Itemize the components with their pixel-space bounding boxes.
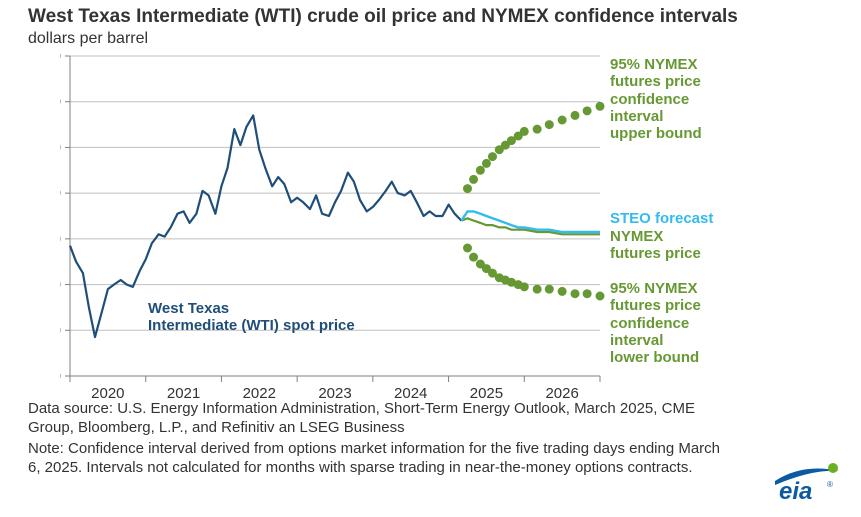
y-tick-label: 80	[60, 185, 61, 202]
series-ci-lower	[463, 244, 605, 301]
series-steo-forecast	[461, 211, 600, 232]
svg-text:®: ®	[827, 480, 833, 489]
y-tick-label: 120	[60, 94, 61, 111]
y-tick-label: 20	[60, 322, 61, 339]
y-tick-label: 40	[60, 277, 61, 294]
chart-title: West Texas Intermediate (WTI) crude oil …	[28, 6, 738, 28]
y-tick-label: 0	[60, 368, 61, 385]
annotation-spot_label: West TexasIntermediate (WTI) spot price	[148, 300, 355, 335]
data-source-text: Data source: U.S. Energy Information Adm…	[28, 400, 728, 438]
eia-logo-icon: eia ®	[773, 461, 843, 503]
y-tick-label: 140	[60, 48, 61, 65]
svg-text:eia: eia	[779, 478, 812, 503]
annotation-steo_lbl: STEO forecast	[610, 210, 713, 227]
y-tick-label: 100	[60, 139, 61, 156]
line-chart: 0204060801001201402020202120222023202420…	[60, 46, 610, 406]
footnote-text: Note: Confidence interval derived from o…	[28, 440, 728, 478]
chart-frame: West Texas Intermediate (WTI) crude oil …	[0, 0, 861, 517]
annotation-nymex_lbl: NYMEX futures price	[610, 228, 701, 263]
annotation-ci_lower_lbl: 95% NYMEX futures price confidence inter…	[610, 280, 701, 366]
annotation-ci_upper_lbl: 95% NYMEX futures price confidence inter…	[610, 56, 702, 142]
y-tick-label: 60	[60, 231, 61, 248]
